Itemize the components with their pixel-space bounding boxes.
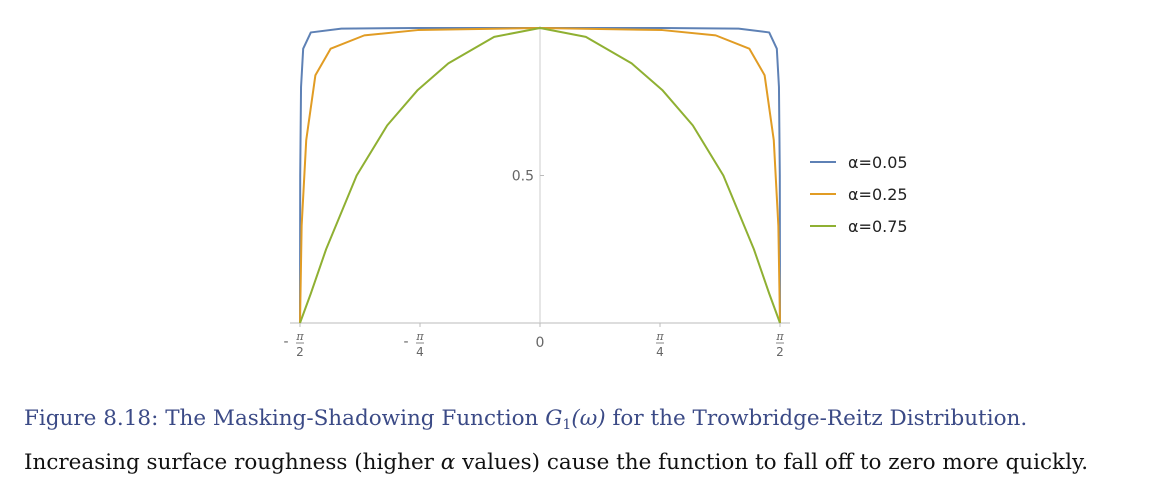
x-tick-denominator-0: 2 xyxy=(296,345,304,359)
caption-line2-suffix: values) cause the function to fall off t… xyxy=(455,450,1089,475)
x-tick-numerator-3: π xyxy=(655,330,664,343)
x-tick-numerator-4: π xyxy=(775,330,784,343)
y-axis-ticks: 0.5 xyxy=(512,169,544,185)
caption-line-2: Increasing surface roughness (higher α v… xyxy=(24,444,1154,482)
figure-caption: Figure 8.18: The Masking-Shadowing Funct… xyxy=(24,400,1154,482)
x-tick-sign-0: - xyxy=(283,334,288,350)
legend: α=0.05 α=0.25 α=0.75 xyxy=(810,153,908,236)
x-tick-numerator-1: π xyxy=(415,330,424,343)
x-tick-sign-1: - xyxy=(403,334,408,350)
series-group xyxy=(299,27,781,324)
caption-line-1: Figure 8.18: The Masking-Shadowing Funct… xyxy=(24,400,1154,444)
caption-math-subscript: 1 xyxy=(562,417,572,433)
legend-label-1: α=0.25 xyxy=(848,185,908,204)
legend-label-0: α=0.05 xyxy=(848,153,908,172)
x-tick-numerator-0: π xyxy=(295,330,304,343)
caption-line2-prefix: Increasing surface roughness (higher xyxy=(24,450,441,475)
caption-line1-prefix: Figure 8.18: The Masking-Shadowing Funct… xyxy=(24,406,546,431)
x-tick-denominator-1: 4 xyxy=(416,345,424,359)
x-tick-denominator-3: 4 xyxy=(656,345,664,359)
caption-math-arg: (ω) xyxy=(571,406,606,431)
caption-math-alpha: α xyxy=(440,450,456,475)
axes xyxy=(290,26,790,324)
legend-label-2: α=0.75 xyxy=(848,217,908,236)
caption-line1-suffix: for the Trowbridge-Reitz Distribution. xyxy=(605,406,1028,431)
y-tick-label-0: 0.5 xyxy=(512,169,534,185)
x-tick-label-2: 0 xyxy=(536,335,545,351)
caption-math-function: G1(ω) xyxy=(545,406,606,433)
series-line-2 xyxy=(299,27,781,324)
caption-math-main: G xyxy=(545,406,563,431)
x-tick-denominator-4: 2 xyxy=(776,345,784,359)
